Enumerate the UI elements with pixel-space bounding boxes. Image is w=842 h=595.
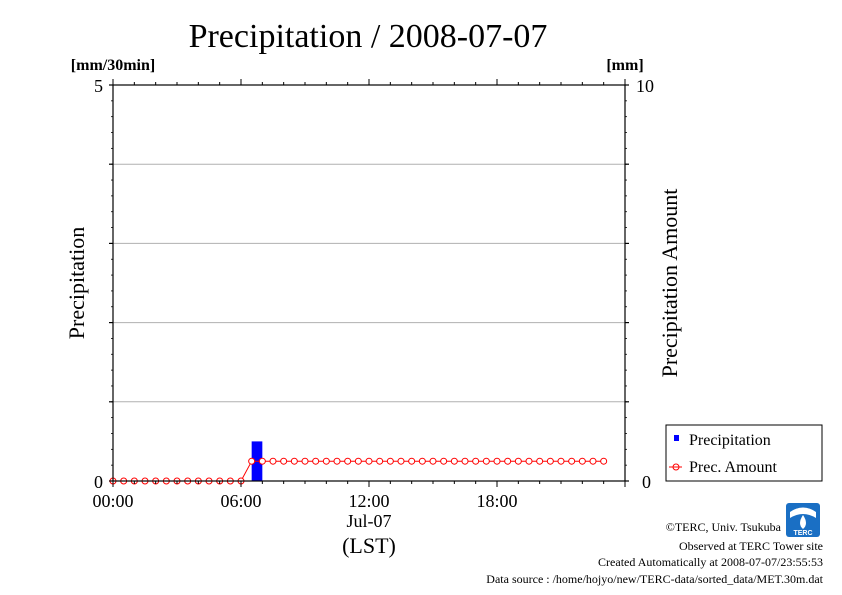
footer-source: Data source : /home/hojyo/new/TERC-data/… — [486, 572, 823, 586]
prec-amount-point — [258, 457, 266, 465]
footer-created: Created Automatically at 2008-07-07/23:5… — [598, 555, 823, 569]
terc-logo: TERC — [786, 503, 820, 537]
prec-amount-series — [109, 457, 608, 485]
x-tick-label: 00:00 — [92, 491, 133, 511]
prec-amount-point — [461, 457, 469, 465]
x-tick-label: 18:00 — [476, 491, 517, 511]
prec-amount-point — [397, 457, 405, 465]
legend-swatch-amount-marker — [672, 463, 680, 471]
right-axis-unit: [mm] — [606, 57, 643, 74]
left-tick-zero: 0 — [94, 472, 103, 492]
prec-amount-point — [589, 457, 597, 465]
right-tick-max: 10 — [636, 76, 654, 96]
legend-swatch-precipitation — [674, 435, 679, 441]
x-date-label: Jul-07 — [347, 511, 392, 531]
left-axis-unit: [mm/30min] — [71, 57, 155, 74]
tick-marks — [109, 79, 629, 487]
legend-box — [665, 424, 823, 482]
footer-copyright: ©TERC, Univ. Tsukuba — [666, 520, 782, 534]
right-axis-title: Precipitation Amount — [657, 189, 682, 378]
prec-amount-point — [333, 457, 341, 465]
prec-amount-point — [312, 457, 320, 465]
prec-amount-point — [386, 457, 394, 465]
prec-amount-point — [248, 457, 256, 465]
prec-amount-point — [514, 457, 522, 465]
legend-label-precipitation: Precipitation — [689, 432, 771, 449]
right-tick-zero: 0 — [642, 472, 651, 492]
prec-amount-point — [472, 457, 480, 465]
prec-amount-point — [504, 457, 512, 465]
prec-amount-point — [482, 457, 490, 465]
prec-amount-point — [493, 457, 501, 465]
legend: Precipitation Prec. Amount — [665, 424, 823, 482]
x-timezone-label: (LST) — [342, 533, 396, 558]
prec-amount-point — [344, 457, 352, 465]
prec-amount-point — [365, 457, 373, 465]
prec-amount-point — [557, 457, 565, 465]
left-tick-max: 5 — [94, 76, 103, 96]
prec-amount-point — [450, 457, 458, 465]
terc-logo-text: TERC — [793, 530, 812, 537]
legend-label-amount: Prec. Amount — [689, 459, 778, 476]
plot-frame — [112, 84, 626, 482]
x-tick-label: 06:00 — [220, 491, 261, 511]
x-tick-label: 12:00 — [348, 491, 389, 511]
left-axis-title: Precipitation — [64, 227, 89, 339]
prec-amount-point — [429, 457, 437, 465]
prec-amount-point — [525, 457, 533, 465]
prec-amount-point — [408, 457, 416, 465]
prec-amount-point — [322, 457, 330, 465]
prec-amount-point — [280, 457, 288, 465]
prec-amount-point — [578, 457, 586, 465]
prec-amount-point — [440, 457, 448, 465]
chart-title: Precipitation / 2008-07-07 — [189, 18, 548, 55]
prec-amount-point — [546, 457, 554, 465]
prec-amount-point — [290, 457, 298, 465]
prec-amount-point — [354, 457, 362, 465]
footer-observed: Observed at TERC Tower site — [679, 539, 823, 553]
prec-amount-point — [269, 457, 277, 465]
prec-amount-point — [600, 457, 608, 465]
prec-amount-point — [568, 457, 576, 465]
prec-amount-point — [301, 457, 309, 465]
grid-lines — [113, 163, 625, 403]
prec-amount-point — [376, 457, 384, 465]
x-tick-labels: 00:00 06:00 12:00 18:00 — [92, 491, 517, 511]
prec-amount-point — [418, 457, 426, 465]
prec-amount-point — [536, 457, 544, 465]
